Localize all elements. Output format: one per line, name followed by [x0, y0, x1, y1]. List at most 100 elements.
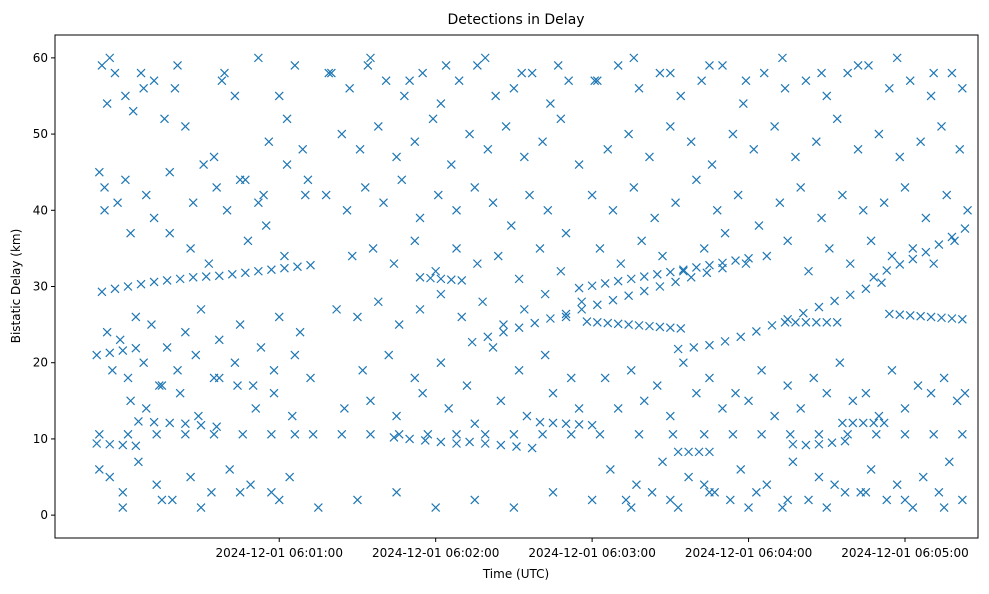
data-point [767, 320, 777, 330]
data-point [548, 388, 558, 398]
data-point [113, 198, 123, 208]
data-point [186, 243, 196, 253]
data-point [467, 337, 477, 347]
data-point [392, 411, 401, 421]
data-point [266, 487, 276, 497]
data-point [671, 198, 680, 208]
data-point [738, 99, 748, 109]
x-tick-label: 2024-12-01 06:05:00 [841, 546, 968, 560]
data-point [947, 232, 957, 242]
data-point [697, 76, 707, 86]
data-point [298, 144, 308, 154]
data-point [624, 291, 634, 301]
data-point [705, 340, 714, 350]
data-point [436, 274, 446, 284]
data-point [592, 76, 602, 86]
data-point [405, 76, 415, 86]
data-point [496, 440, 506, 450]
data-point [452, 429, 461, 439]
data-point [540, 289, 550, 299]
data-point [678, 265, 688, 275]
data-point [869, 272, 879, 282]
x-tick-label: 2024-12-01 06:03:00 [528, 546, 655, 560]
data-point [173, 365, 182, 375]
data-point [895, 152, 905, 162]
data-point [102, 99, 112, 109]
data-point [337, 129, 347, 139]
data-point [882, 495, 892, 505]
data-point [918, 472, 928, 482]
data-point [837, 418, 847, 428]
data-point [180, 419, 190, 429]
plot-area [54, 34, 979, 539]
data-point [574, 420, 584, 429]
data-point [822, 503, 832, 512]
data-point [392, 487, 401, 497]
data-point [303, 175, 313, 185]
data-point [97, 61, 107, 70]
data-point [266, 429, 276, 439]
data-point [613, 319, 623, 329]
data-point [624, 129, 634, 139]
data-point [937, 122, 946, 131]
data-point [128, 106, 138, 116]
data-point [814, 439, 824, 449]
data-point [950, 236, 959, 246]
data-point [592, 317, 602, 327]
data-point [587, 420, 597, 430]
data-point [235, 320, 245, 330]
data-point [509, 83, 519, 93]
data-point [887, 365, 897, 375]
data-point [887, 251, 897, 261]
data-point [92, 439, 102, 448]
data-point [655, 282, 665, 291]
data-point [556, 114, 566, 124]
data-point [561, 312, 571, 322]
data-point [840, 487, 850, 497]
data-point [196, 304, 206, 314]
data-point [418, 68, 428, 78]
y-axis-label: Bistatic Delay (km) [9, 229, 23, 344]
data-point [266, 265, 276, 275]
data-point [394, 320, 404, 330]
data-point [217, 76, 227, 86]
data-point [457, 275, 467, 285]
data-point [392, 152, 401, 162]
data-point [196, 503, 206, 512]
data-point [167, 495, 177, 505]
data-point [212, 182, 222, 192]
data-point [587, 190, 597, 200]
data-point [512, 442, 521, 451]
data-point [736, 332, 746, 342]
data-point [446, 160, 456, 169]
data-point [389, 432, 399, 442]
data-point [762, 480, 772, 490]
data-point [626, 503, 636, 512]
data-point [613, 276, 623, 286]
data-point [845, 259, 855, 269]
data-point [884, 83, 894, 93]
data-point [835, 358, 845, 368]
data-point [165, 228, 175, 238]
data-point [587, 495, 597, 505]
data-point [895, 310, 905, 320]
data-point [545, 314, 555, 323]
data-point [308, 429, 318, 439]
data-point [543, 205, 553, 215]
data-point [600, 279, 610, 288]
data-point [410, 236, 420, 246]
x-tick-label: 2024-12-01 06:01:00 [216, 546, 343, 560]
data-point [733, 190, 743, 200]
data-point [441, 61, 451, 70]
data-point [796, 404, 806, 413]
data-point [676, 323, 686, 333]
data-point [123, 373, 133, 383]
data-point [629, 182, 639, 192]
data-point [566, 429, 576, 439]
data-point [418, 388, 428, 398]
data-point [757, 365, 767, 375]
data-point [373, 297, 383, 307]
data-point [235, 175, 245, 185]
data-point [136, 68, 146, 78]
data-point [801, 317, 811, 327]
